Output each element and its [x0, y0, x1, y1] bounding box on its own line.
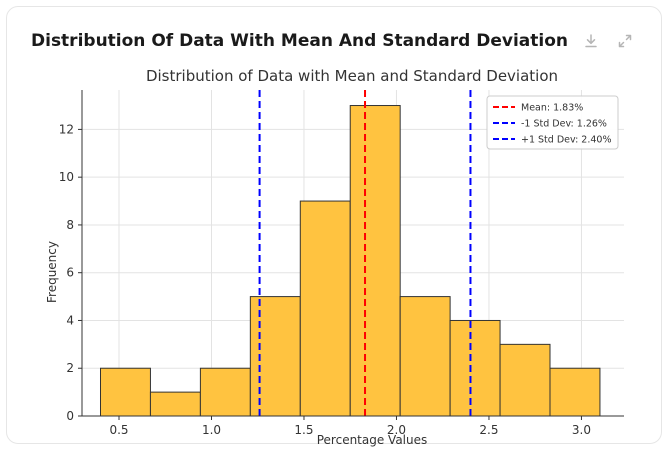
y-tick-label: 4	[66, 313, 74, 327]
x-tick-label: 2.5	[479, 423, 498, 437]
x-tick-label: 1.0	[202, 423, 221, 437]
tick-labels: 0.5 1.0 1.5 2.0 2.5 3.0 0 2 4 6 8 10 12	[59, 122, 591, 437]
x-axis-label: Percentage Values	[317, 433, 428, 447]
y-tick-label: 8	[66, 218, 74, 232]
histogram-bar	[249, 296, 301, 417]
y-tick-label: 12	[59, 122, 74, 136]
card-title: Distribution Of Data With Mean And Stand…	[31, 31, 569, 51]
histogram-bar	[149, 391, 201, 417]
legend-label: -1 Std Dev: 1.26%	[521, 119, 607, 130]
legend-label: Mean: 1.83%	[521, 103, 583, 114]
x-tick-label: 1.5	[294, 423, 313, 437]
download-icon[interactable]	[581, 31, 601, 51]
histogram-bar	[499, 343, 551, 417]
histogram-bar	[549, 367, 601, 417]
histogram-chart: Distribution of Data with Mean and Stand…	[27, 65, 647, 449]
histogram-bar	[99, 367, 151, 417]
x-tick-label: 2.0	[387, 423, 406, 437]
y-tick-label: 2	[66, 361, 74, 375]
y-tick-label: 0	[66, 409, 74, 423]
bars	[99, 105, 601, 417]
legend: Mean: 1.83% -1 Std Dev: 1.26% +1 Std Dev: …	[486, 95, 619, 150]
histogram-bar	[399, 296, 451, 417]
x-tick-label: 3.0	[572, 423, 591, 437]
legend-label: +1 Std Dev: 2.40%	[521, 135, 612, 146]
histogram-bar	[299, 200, 351, 417]
axes	[78, 90, 624, 420]
histogram-bar	[449, 319, 501, 417]
histogram-svg: Distribution of Data with Mean and Stand…	[45, 67, 624, 447]
y-tick-label: 6	[66, 266, 74, 280]
y-tick-label: 10	[59, 170, 74, 184]
y-axis-label: Frequency	[45, 241, 59, 303]
histogram-bar	[349, 105, 401, 417]
chart-title: Distribution of Data with Mean and Stand…	[146, 67, 558, 85]
histogram-bar	[199, 367, 251, 417]
chart-card: Distribution Of Data With Mean And Stand…	[6, 6, 662, 447]
x-tick-label: 0.5	[109, 423, 128, 437]
expand-icon[interactable]	[615, 31, 635, 51]
legend-box	[486, 95, 619, 150]
card-actions	[581, 31, 635, 51]
